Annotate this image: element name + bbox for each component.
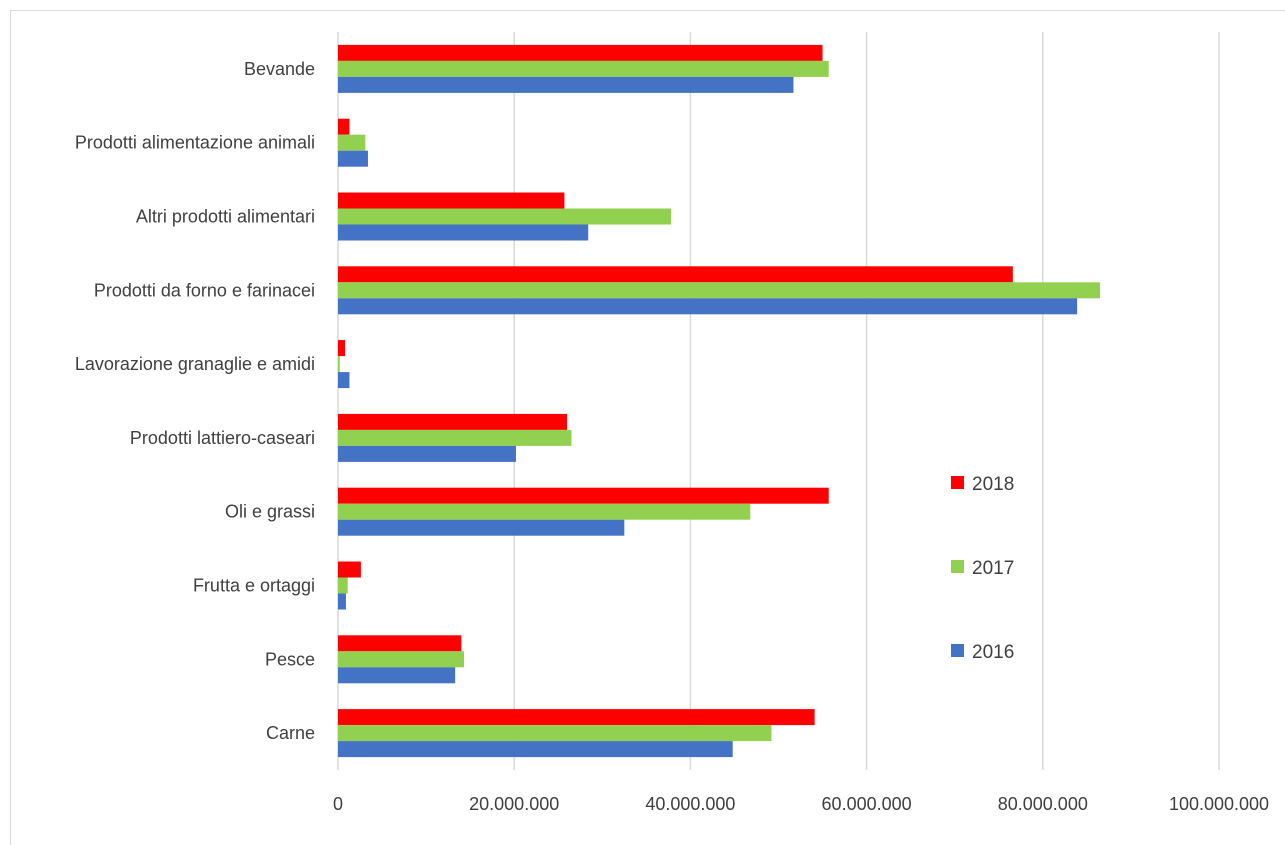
bar-2018-1	[338, 635, 462, 652]
legend-label-2017: 2017	[972, 558, 1014, 579]
chart-frame	[10, 10, 1285, 845]
bar-2017-3	[338, 503, 751, 520]
category-label: Prodotti da forno e farinacei	[94, 280, 315, 300]
x-tick-label: 0	[333, 794, 343, 814]
bar-2018-4	[338, 413, 568, 430]
x-tick-label: 60.000.000	[822, 794, 912, 814]
bar-2017-0	[338, 725, 772, 742]
x-tick-label: 20.000.000	[469, 794, 559, 814]
legend-swatch-2017	[951, 560, 964, 573]
bar-2018-0	[338, 709, 815, 726]
bar-2018-7	[338, 192, 565, 209]
category-label: Carne	[266, 723, 315, 743]
bar-2017-9	[338, 60, 829, 77]
category-label: Frutta e ortaggi	[193, 576, 315, 596]
bar-2016-3	[338, 519, 625, 536]
bar-2018-9	[338, 44, 823, 61]
bar-2016-7	[338, 224, 589, 241]
bar-2017-7	[338, 208, 672, 225]
category-label: Oli e grassi	[225, 502, 315, 522]
bar-2018-8	[338, 118, 350, 135]
legend-swatch-2016	[951, 644, 964, 657]
bar-2017-6	[338, 282, 1101, 299]
bar-2016-2	[338, 593, 346, 610]
bar-2017-2	[338, 577, 348, 594]
bar-2018-5	[338, 340, 346, 357]
bar-2016-5	[338, 372, 350, 389]
category-label: Pesce	[265, 649, 315, 669]
bar-2016-4	[338, 445, 516, 462]
bar-2018-6	[338, 266, 1013, 283]
category-label: Prodotti lattiero-caseari	[130, 428, 315, 448]
bar-2018-3	[338, 487, 829, 504]
category-label: Prodotti alimentazione animali	[75, 133, 315, 153]
bar-2016-8	[338, 150, 368, 167]
bar-2016-0	[338, 741, 733, 758]
category-label: Altri prodotti alimentari	[136, 207, 315, 227]
bar-2017-8	[338, 134, 366, 151]
x-tick-label: 100.000.000	[1169, 794, 1269, 814]
bar-2017-1	[338, 651, 464, 668]
bar-2018-2	[338, 561, 361, 578]
x-tick-label: 40.000.000	[645, 794, 735, 814]
legend-swatch-2018	[951, 476, 964, 489]
category-label: Lavorazione granaglie e amidi	[75, 354, 315, 374]
legend-label-2018: 2018	[972, 474, 1014, 495]
bar-2017-5	[338, 356, 340, 373]
bar-2017-4	[338, 429, 572, 446]
x-tick-label: 80.000.000	[998, 794, 1088, 814]
bar-2016-1	[338, 667, 456, 684]
legend-label-2016: 2016	[972, 642, 1014, 663]
bar-2016-9	[338, 76, 794, 93]
bar-2016-6	[338, 298, 1078, 315]
category-label: Bevande	[244, 59, 315, 79]
